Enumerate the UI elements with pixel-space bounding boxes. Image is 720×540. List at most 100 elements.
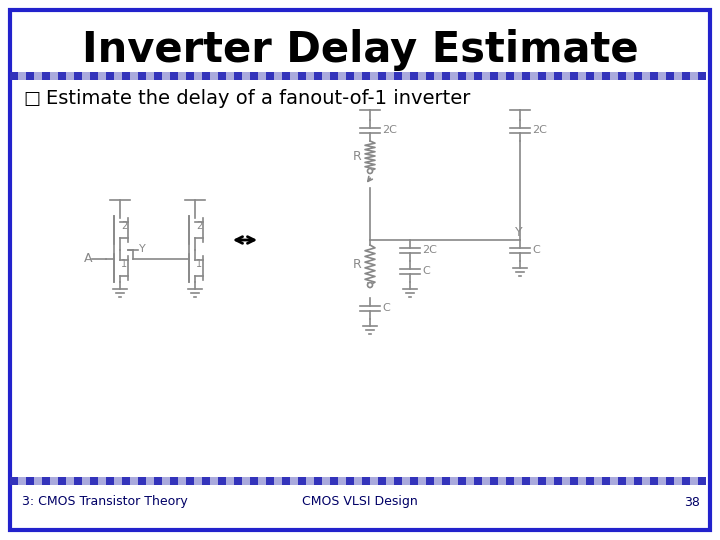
- Bar: [66, 72, 74, 80]
- Text: Y: Y: [139, 244, 145, 254]
- Bar: [546, 477, 554, 485]
- Text: C: C: [532, 245, 540, 255]
- Bar: [194, 72, 202, 80]
- Bar: [578, 477, 586, 485]
- Text: 2C: 2C: [532, 125, 547, 135]
- Bar: [426, 72, 434, 80]
- Bar: [514, 477, 522, 485]
- Circle shape: [367, 282, 372, 287]
- Bar: [378, 72, 386, 80]
- Bar: [650, 72, 658, 80]
- Bar: [42, 72, 50, 80]
- Bar: [314, 72, 322, 80]
- Text: □: □: [24, 90, 40, 108]
- Bar: [450, 477, 458, 485]
- Bar: [130, 477, 138, 485]
- Bar: [378, 477, 386, 485]
- Bar: [610, 477, 618, 485]
- Bar: [498, 477, 506, 485]
- Bar: [314, 477, 322, 485]
- Text: 2: 2: [196, 221, 202, 231]
- Bar: [306, 72, 314, 80]
- Bar: [266, 477, 274, 485]
- Bar: [98, 477, 106, 485]
- Bar: [218, 477, 226, 485]
- Bar: [538, 72, 546, 80]
- Bar: [698, 477, 706, 485]
- Bar: [26, 477, 34, 485]
- Bar: [474, 477, 482, 485]
- Bar: [42, 477, 50, 485]
- Bar: [458, 72, 466, 80]
- Bar: [586, 72, 594, 80]
- Bar: [610, 72, 618, 80]
- Bar: [298, 72, 306, 80]
- Bar: [50, 72, 58, 80]
- Bar: [114, 72, 122, 80]
- Bar: [634, 72, 642, 80]
- Circle shape: [367, 168, 372, 173]
- Bar: [74, 477, 82, 485]
- Bar: [682, 477, 690, 485]
- Bar: [554, 72, 562, 80]
- Bar: [154, 72, 162, 80]
- Bar: [218, 72, 226, 80]
- Bar: [626, 72, 634, 80]
- Bar: [122, 477, 130, 485]
- Bar: [226, 72, 234, 80]
- Bar: [410, 72, 418, 80]
- Bar: [186, 72, 194, 80]
- Bar: [690, 72, 698, 80]
- Bar: [306, 477, 314, 485]
- Text: 2C: 2C: [382, 125, 397, 135]
- Bar: [602, 477, 610, 485]
- Bar: [114, 477, 122, 485]
- Text: Y: Y: [515, 226, 523, 239]
- Bar: [450, 72, 458, 80]
- Bar: [570, 477, 578, 485]
- Bar: [418, 477, 426, 485]
- Bar: [490, 477, 498, 485]
- Bar: [26, 72, 34, 80]
- Bar: [322, 72, 330, 80]
- Bar: [170, 477, 178, 485]
- Bar: [546, 72, 554, 80]
- Bar: [594, 477, 602, 485]
- Bar: [690, 477, 698, 485]
- Text: 3: CMOS Transistor Theory: 3: CMOS Transistor Theory: [22, 496, 188, 509]
- Bar: [562, 477, 570, 485]
- Bar: [410, 477, 418, 485]
- Bar: [162, 477, 170, 485]
- Bar: [618, 477, 626, 485]
- Bar: [530, 72, 538, 80]
- Bar: [82, 72, 90, 80]
- Bar: [402, 477, 410, 485]
- Text: Inverter Delay Estimate: Inverter Delay Estimate: [81, 29, 639, 71]
- Bar: [482, 477, 490, 485]
- Bar: [266, 72, 274, 80]
- Bar: [386, 72, 394, 80]
- Bar: [178, 477, 186, 485]
- Bar: [586, 477, 594, 485]
- Text: C: C: [422, 266, 430, 276]
- Bar: [618, 72, 626, 80]
- Bar: [394, 72, 402, 80]
- Bar: [346, 477, 354, 485]
- Bar: [482, 72, 490, 80]
- Text: A: A: [84, 253, 92, 266]
- Bar: [242, 72, 250, 80]
- Text: 1: 1: [196, 259, 202, 269]
- Bar: [242, 477, 250, 485]
- Bar: [338, 477, 346, 485]
- Bar: [674, 477, 682, 485]
- Bar: [258, 477, 266, 485]
- Bar: [178, 72, 186, 80]
- Text: CMOS VLSI Design: CMOS VLSI Design: [302, 496, 418, 509]
- Bar: [162, 72, 170, 80]
- Bar: [282, 477, 290, 485]
- Bar: [258, 72, 266, 80]
- Bar: [138, 72, 146, 80]
- Bar: [602, 72, 610, 80]
- Bar: [146, 477, 154, 485]
- Bar: [538, 477, 546, 485]
